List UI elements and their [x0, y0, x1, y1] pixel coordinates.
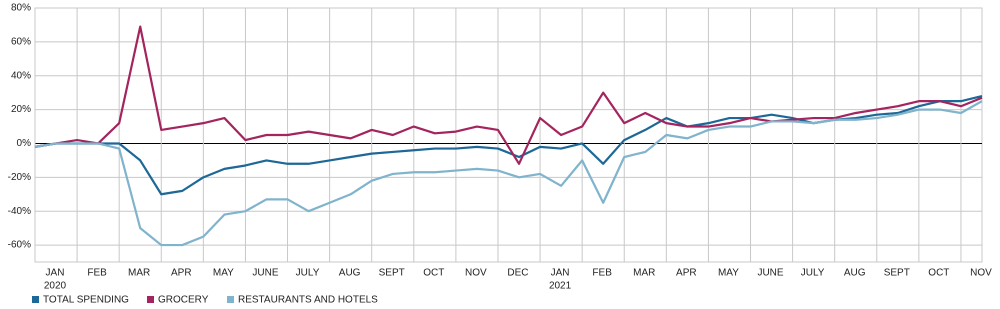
series-line: [34, 100, 983, 247]
y-tick-label: -40%: [8, 206, 31, 217]
legend-swatch: [32, 296, 39, 303]
plot-frame: [34, 7, 983, 263]
series-line: [34, 25, 983, 165]
x-tick-label: OCT: [928, 268, 949, 279]
x-tick-label: NOV: [970, 268, 992, 279]
legend-swatch: [147, 296, 154, 303]
x-tick-label: JAN: [46, 268, 65, 279]
x-tick-label: SEPT: [884, 268, 910, 279]
legend-label: RESTAURANTS AND HOTELS: [238, 295, 378, 306]
x-tick-label: DEC: [507, 268, 528, 279]
x-tick-label: AUG: [844, 268, 866, 279]
x-tick-label: MAY: [718, 268, 739, 279]
legend-swatch: [227, 296, 234, 303]
x-tick-label: AUG: [339, 268, 361, 279]
y-tick-label: -20%: [8, 172, 31, 183]
legend-label: TOTAL SPENDING: [43, 295, 129, 306]
x-tick-label: APR: [171, 268, 192, 279]
legend-label: GROCERY: [158, 295, 209, 306]
x-tick-label: JUNE: [252, 268, 278, 279]
x-tick-label: MAY: [213, 268, 234, 279]
x-tick-label: OCT: [423, 268, 444, 279]
x-tick-label: MAR: [633, 268, 655, 279]
x-tick-label: SEPT: [379, 268, 405, 279]
x-tick-label: JAN: [551, 268, 570, 279]
y-tick-label: -60%: [8, 240, 31, 251]
y-tick-label: 20%: [11, 104, 31, 115]
x-tick-label: MAR: [128, 268, 150, 279]
x-tick-label: JULY: [801, 268, 825, 279]
x-tick-label: FEB: [592, 268, 612, 279]
y-tick-label: 0%: [17, 138, 32, 149]
y-tick-label: 40%: [11, 70, 31, 81]
x-tick-label: FEB: [87, 268, 107, 279]
year-label: 2020: [44, 281, 67, 292]
x-tick-label: JULY: [296, 268, 320, 279]
x-tick-label: JUNE: [757, 268, 783, 279]
y-tick-label: 60%: [11, 37, 31, 48]
year-label: 2021: [549, 281, 572, 292]
x-tick-label: APR: [676, 268, 697, 279]
y-tick-label: 80%: [11, 3, 31, 14]
x-tick-label: NOV: [465, 268, 487, 279]
